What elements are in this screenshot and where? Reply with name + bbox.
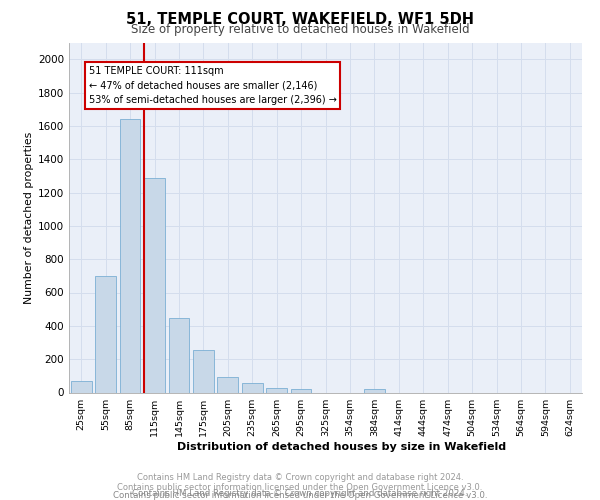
Bar (144, 178, 165, 392)
Text: Contains HM Land Registry data © Crown copyright and database right 2024.: Contains HM Land Registry data © Crown c… (132, 488, 468, 498)
Bar (290, 389, 311, 392)
Text: Distribution of detached houses by size in Wakefield: Distribution of detached houses by size … (178, 442, 506, 452)
Bar (119, 119, 140, 392)
Bar (71, 381, 92, 392)
Text: Contains public sector information licensed under the Open Government Licence v3: Contains public sector information licen… (118, 482, 482, 492)
Bar (193, 350, 214, 393)
Text: Contains public sector information licensed under the Open Government Licence v3: Contains public sector information licen… (113, 491, 487, 500)
Text: 51 TEMPLE COURT: 111sqm
← 47% of detached houses are smaller (2,146)
53% of semi: 51 TEMPLE COURT: 111sqm ← 47% of detache… (89, 66, 337, 106)
Bar (95, 276, 116, 392)
Bar (169, 318, 190, 392)
Bar (217, 376, 238, 392)
Text: Contains HM Land Registry data © Crown copyright and database right 2024.: Contains HM Land Registry data © Crown c… (137, 472, 463, 482)
Bar (364, 389, 385, 392)
Y-axis label: Number of detached properties: Number of detached properties (24, 132, 34, 304)
Text: Size of property relative to detached houses in Wakefield: Size of property relative to detached ho… (131, 22, 469, 36)
Text: 51, TEMPLE COURT, WAKEFIELD, WF1 5DH: 51, TEMPLE COURT, WAKEFIELD, WF1 5DH (126, 12, 474, 28)
Bar (242, 383, 263, 392)
Bar (266, 388, 287, 392)
